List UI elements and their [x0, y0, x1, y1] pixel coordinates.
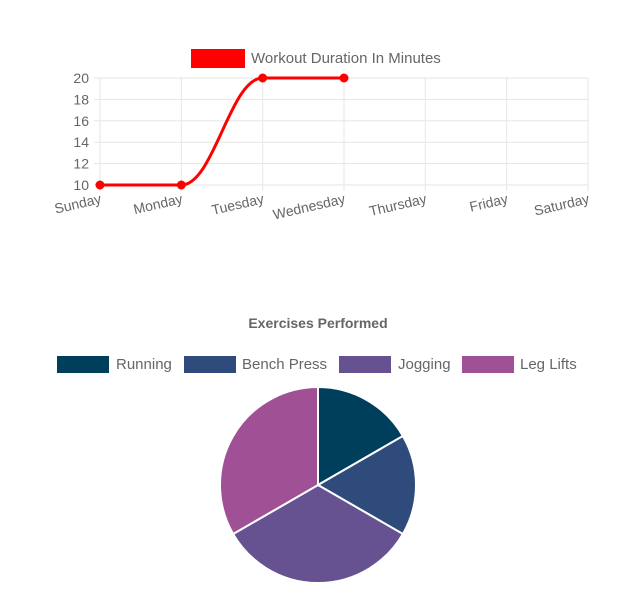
legend-swatch-jogging [339, 356, 391, 373]
pie-slice-leg-lifts[interactable] [219, 385, 319, 536]
x-tick-label-monday: Monday [132, 190, 184, 217]
pie-slice-jogging[interactable] [231, 483, 405, 584]
pie-slice-running[interactable] [317, 385, 405, 487]
legend-swatch-running [57, 356, 109, 373]
x-tick-label-wednesday: Wednesday [271, 190, 346, 222]
line-chart: Workout Duration In Minutes 20 18 16 14 12 10… [53, 49, 591, 222]
data-point[interactable] [176, 180, 186, 190]
pie-chart-title: Exercises Performed [248, 315, 387, 331]
legend-item-running[interactable]: Running [57, 356, 172, 373]
line-chart-legend[interactable]: Workout Duration In Minutes [191, 49, 441, 68]
y-tick-label: 16 [73, 113, 89, 129]
legend-label-bench-press: Bench Press [242, 356, 327, 373]
x-tick-label-friday: Friday [468, 190, 510, 214]
legend-swatch-bench-press [184, 356, 236, 373]
series-line [100, 76, 344, 187]
y-tick-label: 10 [73, 177, 89, 193]
x-tick-label-tuesday: Tuesday [210, 190, 265, 218]
legend-item-jogging[interactable]: Jogging [339, 356, 451, 373]
data-point[interactable] [95, 180, 105, 190]
legend-item-bench-press[interactable]: Bench Press [184, 356, 327, 373]
data-point[interactable] [258, 73, 268, 83]
legend-label-running: Running [116, 356, 172, 373]
x-tick-label-sunday: Sunday [53, 190, 103, 216]
y-tick-label: 12 [73, 156, 89, 172]
y-tick-label: 18 [73, 91, 89, 107]
legend-label-jogging: Jogging [398, 356, 451, 373]
pie-chart-slices [219, 385, 417, 584]
pie-slice-bench-press[interactable] [316, 434, 417, 536]
legend-swatch-workout-duration [191, 49, 245, 68]
y-tick-label: 14 [73, 134, 89, 150]
data-point[interactable] [339, 73, 349, 83]
legend-label-leg-lifts: Leg Lifts [520, 356, 577, 373]
legend-label-workout-duration: Workout Duration In Minutes [251, 50, 441, 67]
line-chart-y-axis: 20 18 16 14 12 10 [73, 70, 89, 193]
pie-chart-legend: Running Bench Press Jogging Leg Lifts [57, 356, 577, 373]
y-tick-label: 20 [73, 70, 89, 86]
legend-item-leg-lifts[interactable]: Leg Lifts [462, 356, 577, 373]
x-tick-label-thursday: Thursday [368, 190, 428, 219]
line-chart-x-axis: Sunday Monday Tuesday Wednesday Thursday Frid… [53, 190, 591, 222]
pie-chart: Exercises Performed Running Bench Press Jo… [57, 315, 577, 584]
legend-swatch-leg-lifts [462, 356, 514, 373]
line-series-workout-duration [95, 73, 349, 190]
line-chart-grid [94, 77, 589, 191]
x-tick-label-saturday: Saturday [532, 190, 590, 218]
